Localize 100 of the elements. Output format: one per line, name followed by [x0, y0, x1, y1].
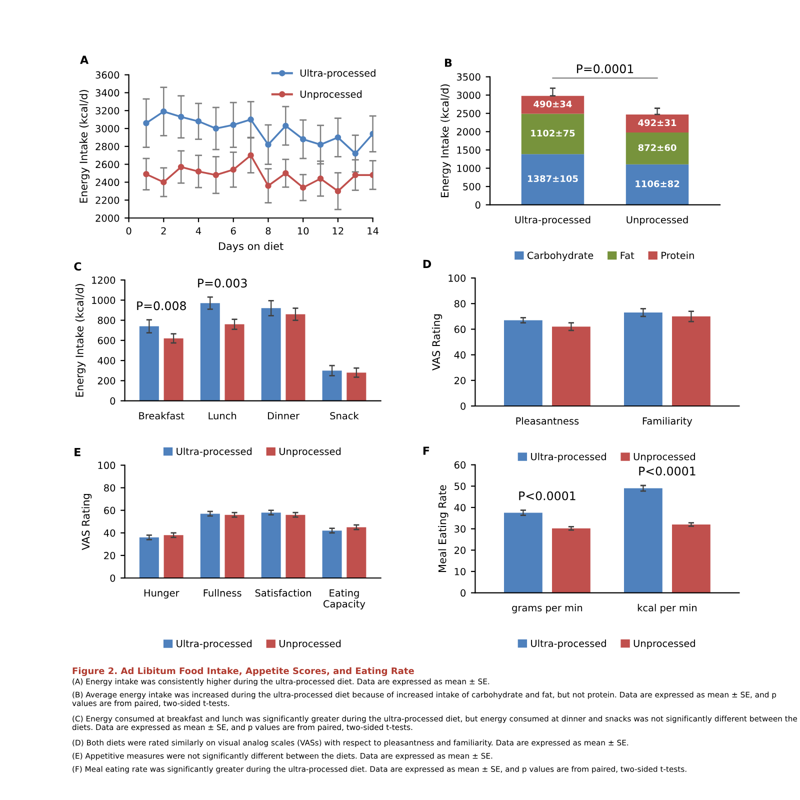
data-label: 492±31: [638, 119, 676, 126]
y-tick-label: 800: [98, 316, 116, 324]
bar: [624, 312, 662, 406]
y-tick-label: 0: [110, 397, 116, 405]
annotation: P=0.008: [137, 301, 186, 310]
point: [230, 166, 236, 173]
point: [143, 120, 150, 126]
legend-label: Fat: [620, 252, 634, 260]
y-axis-title: VAS Rating: [82, 494, 92, 550]
annotation: P<0.0001: [639, 466, 696, 476]
point: [212, 125, 220, 132]
data-label: 1102±75: [531, 130, 575, 137]
y-tick-label: 2000: [456, 128, 480, 136]
y-tick-label: 2500: [456, 110, 480, 118]
bar: [521, 96, 584, 114]
point: [317, 175, 324, 182]
point: [160, 179, 167, 186]
chart-title: F: [423, 446, 430, 455]
bar: [261, 512, 281, 578]
y-tick-label: 400: [98, 357, 116, 364]
bar: [672, 316, 710, 406]
legend-label: Ultra-processed: [300, 69, 376, 79]
y-tick-label: 3000: [96, 124, 120, 132]
bar: [286, 514, 306, 578]
y-tick-label: 60: [454, 326, 466, 334]
point: [300, 136, 306, 142]
point: [230, 122, 236, 128]
x-axis-title: Days on diet: [219, 242, 284, 252]
legend-label: Unprocessed: [634, 452, 695, 462]
bar: [164, 338, 184, 401]
text: Figure 2. Ad Libitum Food Intake, Appetite Scores, and Eating Rate: [72, 667, 414, 676]
x-tick-label: kcal per min: [638, 604, 697, 614]
bar: [322, 530, 342, 578]
x-tick-label: 14: [368, 227, 378, 234]
bar: [346, 372, 366, 401]
y-tick-label: 3500: [456, 73, 480, 81]
chart-title: A: [80, 56, 89, 64]
text: P=0.0001: [577, 64, 634, 74]
point: [265, 182, 272, 189]
x-tick-label: 10: [298, 227, 309, 235]
bar: [224, 514, 244, 578]
y-tick-label: 2600: [96, 160, 120, 168]
point: [282, 170, 289, 176]
x-tick-label: 8: [266, 227, 271, 235]
x-tick-label: Pleasantness: [516, 417, 579, 425]
y-tick-label: 3200: [96, 107, 120, 114]
bar: [626, 114, 689, 132]
y-tick-label: 1200: [92, 276, 116, 284]
bar: [322, 370, 342, 401]
y-tick-label: 40: [454, 351, 466, 359]
bar: [346, 527, 366, 578]
bar: [504, 512, 542, 593]
bar: [626, 164, 689, 205]
bar: [521, 114, 584, 154]
point: [352, 150, 358, 157]
legend-label: Unprocessed: [634, 640, 695, 649]
x-tick-label: 0: [126, 227, 132, 235]
y-tick-label: 0: [460, 402, 466, 410]
y-tick-label: 1500: [457, 146, 480, 154]
y-tick-label: 40: [104, 529, 116, 537]
annotation: P<0.0001: [519, 491, 576, 500]
y-tick-label: 1000: [92, 296, 116, 304]
y-tick-label: 2200: [96, 196, 120, 204]
bar: [504, 320, 542, 406]
y-tick-label: 80: [104, 484, 116, 492]
point: [195, 168, 202, 175]
x-tick-label: 2: [161, 227, 166, 234]
x-tick-label: Hunger: [144, 589, 180, 599]
x-tick-label: Breakfast: [139, 412, 184, 420]
y-tick-label: 200: [98, 377, 116, 384]
point: [195, 118, 202, 124]
point: [143, 171, 150, 178]
y-axis-title: Energy Intake (kcal/d): [440, 84, 451, 198]
data-label: 490±34: [534, 100, 572, 108]
y-axis-title: VAS Rating: [432, 314, 442, 370]
point: [334, 134, 342, 141]
y-tick-label: 20: [454, 376, 466, 384]
y-tick-label: 50: [454, 482, 466, 490]
x-tick-label: Lunch: [208, 412, 236, 420]
bar: [624, 488, 662, 593]
y-tick-label: 500: [463, 182, 480, 190]
point: [352, 172, 358, 178]
bar: [286, 314, 306, 401]
y-tick-label: 2800: [96, 142, 120, 150]
point: [248, 152, 254, 158]
bar: [200, 514, 220, 578]
data-label: 1387±105: [528, 175, 578, 182]
point: [334, 188, 342, 194]
y-tick-label: 40: [454, 504, 466, 512]
legend-label: Ultra-processed: [531, 452, 606, 462]
y-axis-title: Energy Intake (kcal/d): [75, 284, 86, 397]
y-tick-label: 30: [454, 525, 466, 533]
bar: [164, 535, 184, 578]
point: [178, 114, 184, 120]
y-tick-label: 3600: [96, 71, 120, 79]
x-tick-label: Satisfaction: [255, 589, 311, 597]
legend-label: Protein: [662, 252, 694, 260]
legend-label: Unprocessed: [300, 90, 362, 100]
bar: [521, 154, 584, 205]
chart-title: D: [423, 260, 432, 268]
